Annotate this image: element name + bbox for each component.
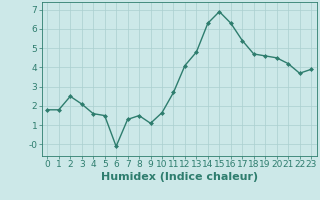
X-axis label: Humidex (Indice chaleur): Humidex (Indice chaleur)	[100, 172, 258, 182]
